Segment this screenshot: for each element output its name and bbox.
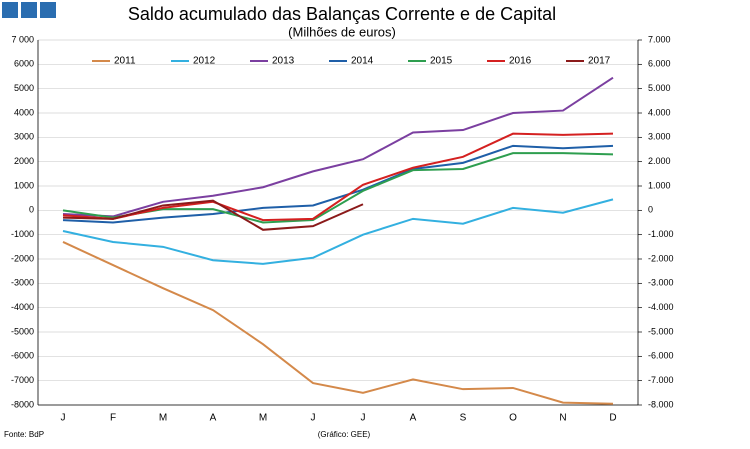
x-tick-label: J	[361, 413, 366, 424]
x-tick-label: N	[559, 413, 566, 424]
y2-tick-label: -4.000	[648, 302, 674, 312]
y-tick-label: -5000	[11, 326, 34, 336]
x-tick-label: M	[159, 413, 167, 424]
legend-label: 2012	[193, 56, 216, 67]
x-tick-label: A	[410, 413, 417, 424]
y-tick-label: -3000	[11, 278, 34, 288]
x-tick-label: S	[460, 413, 467, 424]
y-tick-label: -4000	[11, 302, 34, 312]
y2-tick-label: -7.000	[648, 375, 674, 385]
y-tick-label: 5000	[14, 83, 34, 93]
legend-label: 2011	[114, 56, 136, 67]
series-line	[62, 76, 614, 218]
x-tick-label: J	[311, 413, 316, 424]
x-tick-label: D	[609, 413, 616, 424]
series-line	[62, 199, 364, 231]
legend-label: 2014	[351, 56, 374, 67]
series-line	[62, 198, 614, 265]
y-tick-label: -7000	[11, 375, 34, 385]
legend-label: 2013	[272, 56, 295, 67]
x-tick-label: O	[509, 413, 517, 424]
y2-tick-label: -1.000	[648, 229, 674, 239]
y-tick-label: -1000	[11, 229, 34, 239]
logo-square	[40, 2, 56, 18]
y2-tick-label: 1.000	[648, 180, 671, 190]
x-tick-label: M	[259, 413, 267, 424]
y-tick-label: 0	[29, 205, 34, 215]
y2-tick-label: -2.000	[648, 253, 674, 263]
y2-tick-label: 0	[648, 205, 653, 215]
y2-tick-label: 4.000	[648, 107, 671, 117]
y2-tick-label: -6.000	[648, 351, 674, 361]
y2-tick-label: 5.000	[648, 83, 671, 93]
credit: (Gráfico: GEE)	[318, 430, 371, 439]
x-tick-label: J	[61, 413, 66, 424]
x-tick-label: A	[210, 413, 217, 424]
y2-tick-label: 2.000	[648, 156, 671, 166]
chart-subtitle: (Milhões de euros)	[288, 24, 396, 39]
y-tick-label: 3000	[14, 132, 34, 142]
y-tick-label: -8000	[11, 399, 34, 409]
legend-label: 2015	[430, 56, 453, 67]
y2-tick-label: 7.000	[648, 34, 671, 44]
y2-tick-label: 6.000	[648, 59, 671, 69]
source: Fonte: BdP	[4, 430, 44, 439]
y-tick-label: 2000	[14, 156, 34, 166]
y-tick-label: -2000	[11, 253, 34, 263]
series-line	[62, 144, 614, 224]
series-line	[62, 241, 614, 405]
y2-tick-label: -5.000	[648, 326, 674, 336]
y-tick-label: -6000	[11, 351, 34, 361]
y-tick-label: 4000	[14, 107, 34, 117]
logo-square	[2, 2, 18, 18]
y-tick-label: 7 000	[11, 34, 34, 44]
y2-tick-label: -8.000	[648, 399, 674, 409]
x-tick-label: F	[110, 413, 116, 424]
legend-label: 2017	[588, 56, 611, 67]
y2-tick-label: 3.000	[648, 132, 671, 142]
legend-label: 2016	[509, 56, 532, 67]
series-line	[62, 132, 614, 222]
logo-square	[21, 2, 37, 18]
y-tick-label: 1000	[14, 180, 34, 190]
y2-tick-label: -3.000	[648, 278, 674, 288]
y-tick-label: 6000	[14, 59, 34, 69]
chart-title: Saldo acumulado das Balanças Corrente e …	[128, 4, 556, 24]
